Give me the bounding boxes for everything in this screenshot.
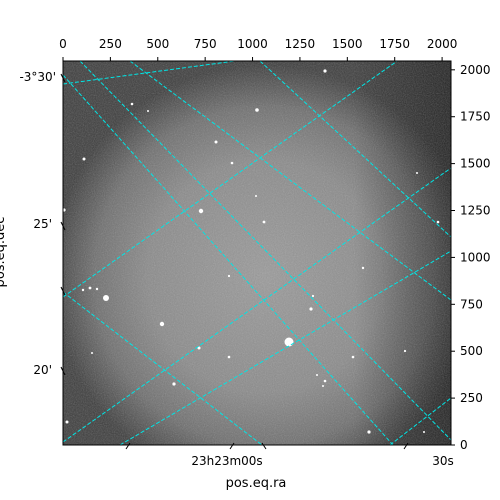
star [159, 321, 165, 327]
star [198, 208, 204, 214]
star [88, 286, 92, 290]
grid-line [119, 250, 451, 445]
star [81, 288, 85, 292]
star [323, 69, 327, 73]
left-dec-axis: -3°30' 25' 20' [19, 70, 66, 377]
x-axis-label: pos.eq.ra [226, 476, 287, 491]
star [103, 295, 109, 301]
dec-tick [60, 221, 66, 231]
ra-tick [403, 442, 409, 450]
star [322, 385, 324, 387]
grid-line [63, 74, 394, 445]
dec-tick-label: 25' [33, 217, 52, 231]
top-tick-label: 1750 [379, 37, 410, 51]
ra-tick [229, 442, 235, 450]
star [323, 379, 327, 383]
right-tick-label: 500 [460, 344, 483, 358]
star [361, 266, 365, 270]
top-tick-label: 2000 [427, 37, 458, 51]
star [214, 140, 218, 144]
star [227, 355, 231, 359]
y-axis-label: pos.eq.dec [0, 217, 8, 288]
image-noise [63, 61, 451, 445]
right-tick-label: 250 [460, 391, 483, 405]
star [284, 337, 294, 347]
right-tick-label: 1500 [460, 157, 491, 171]
grid-line [129, 61, 451, 301]
right-tick-label: 1000 [460, 250, 491, 264]
axes-frame [62, 60, 452, 446]
star [130, 102, 134, 106]
grid-line [63, 167, 451, 443]
top-pixel-axis: 0 250 500 750 1000 1250 1500 1750 2000 [59, 37, 457, 61]
dec-tick [60, 366, 66, 376]
top-tick-label: 500 [146, 37, 169, 51]
right-tick-label: 0 [460, 438, 468, 452]
right-tick-label: 2000 [460, 63, 491, 77]
star [403, 349, 407, 353]
star [262, 220, 266, 224]
star [82, 157, 86, 161]
star [367, 430, 371, 434]
top-tick-label: 750 [194, 37, 217, 51]
right-tick-label: 750 [460, 297, 483, 311]
dec-tick [60, 73, 66, 83]
top-tick-label: 1000 [237, 37, 268, 51]
star [255, 108, 259, 112]
right-tick-label: 1750 [460, 110, 491, 124]
top-tick-label: 0 [59, 37, 67, 51]
star [436, 220, 440, 224]
top-tick-label: 1500 [332, 37, 363, 51]
image-panel [63, 61, 451, 445]
grid-line [63, 61, 399, 298]
grid-line [389, 397, 451, 445]
star [172, 382, 176, 386]
star [423, 431, 425, 433]
ra-tick-label: 30s [432, 454, 454, 468]
ra-tick-label: 23h23m00s [191, 454, 262, 468]
top-tick-label: 250 [99, 37, 122, 51]
star [351, 355, 355, 359]
dec-tick [60, 286, 66, 296]
star [255, 195, 257, 197]
dec-tick-label: 20' [33, 363, 52, 377]
star [65, 420, 69, 424]
star [197, 346, 201, 350]
bottom-ra-axis: 23h23m00s 30s [125, 442, 454, 468]
dec-tick-label: -3°30' [19, 70, 56, 84]
grid-line [259, 61, 451, 238]
star [63, 208, 66, 212]
ra-tick [261, 442, 267, 450]
coordinate-grid [63, 61, 451, 445]
star [309, 307, 313, 311]
star [95, 287, 99, 291]
star-field [63, 69, 440, 434]
star [316, 374, 318, 376]
grid-line [63, 61, 236, 85]
right-pixel-axis: 0 250 500 750 1000 1250 1500 1750 2000 [451, 63, 491, 452]
right-tick-label: 1250 [460, 204, 491, 218]
star [147, 110, 149, 112]
star [91, 352, 93, 354]
star [311, 294, 315, 298]
ra-tick [125, 442, 131, 450]
star [230, 161, 234, 165]
grid-line [79, 61, 451, 441]
top-tick-label: 1250 [285, 37, 316, 51]
star [416, 172, 418, 174]
star [227, 274, 231, 278]
